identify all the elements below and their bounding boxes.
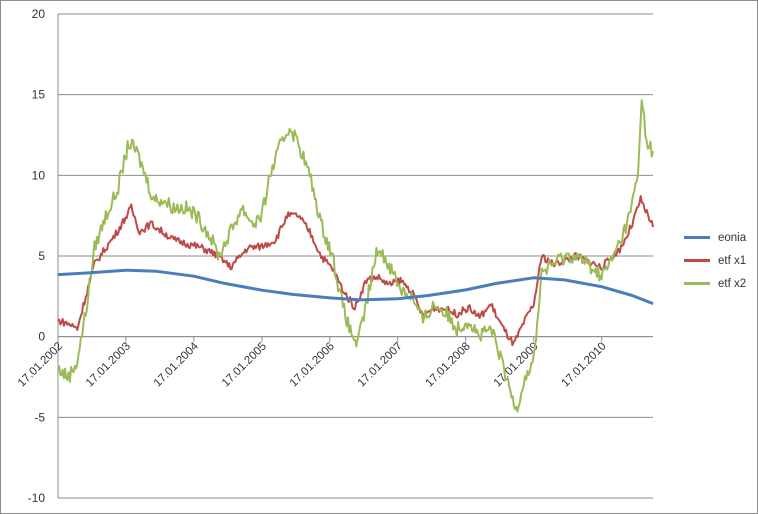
x-tick-label: 17.01.2003	[84, 340, 133, 389]
legend-item-etf-x1: etf x1	[684, 249, 746, 272]
legend-swatch-etf-x1	[684, 259, 710, 262]
y-tick-label: 20	[32, 7, 46, 21]
legend-swatch-eonia	[684, 236, 710, 239]
x-tick-label: 17.01.2006	[288, 340, 337, 389]
y-tick-label: -10	[28, 491, 46, 505]
legend-item-eonia: eonia	[684, 226, 746, 249]
x-tick-label: 17.01.2005	[220, 340, 269, 389]
legend-item-etf-x2: etf x2	[684, 272, 746, 295]
y-tick-label: 15	[32, 88, 46, 102]
x-tick-label: 17.01.2008	[424, 340, 473, 389]
legend-swatch-etf-x2	[684, 282, 710, 285]
gridlines	[57, 13, 653, 499]
legend: eonia etf x1 etf x2	[684, 226, 746, 295]
x-tick-label: 17.01.2009	[492, 340, 541, 389]
x-tick-label: 17.01.2004	[152, 340, 202, 390]
x-tick-label: 17.01.2010	[560, 340, 609, 389]
series-line-eonia	[57, 268, 654, 305]
y-axis-ticks: -10 -5 0 5 10 15 20	[28, 7, 46, 505]
y-tick-label: 10	[32, 168, 46, 182]
legend-label-eonia: eonia	[718, 231, 747, 244]
x-tick-label: 17.01.2007	[356, 340, 405, 389]
y-tick-label: 0	[38, 330, 45, 344]
y-tick-label: -5	[34, 410, 45, 424]
legend-label-etf-x2: etf x2	[718, 277, 747, 290]
series-lines	[57, 99, 654, 413]
y-tick-label: 5	[38, 249, 45, 263]
series-line-etf-x2	[57, 99, 654, 413]
legend-label-etf-x1: etf x1	[718, 254, 747, 267]
x-axis: 17.01.2002 17.01.2003 17.01.2004 17.01.2005…	[16, 336, 653, 390]
